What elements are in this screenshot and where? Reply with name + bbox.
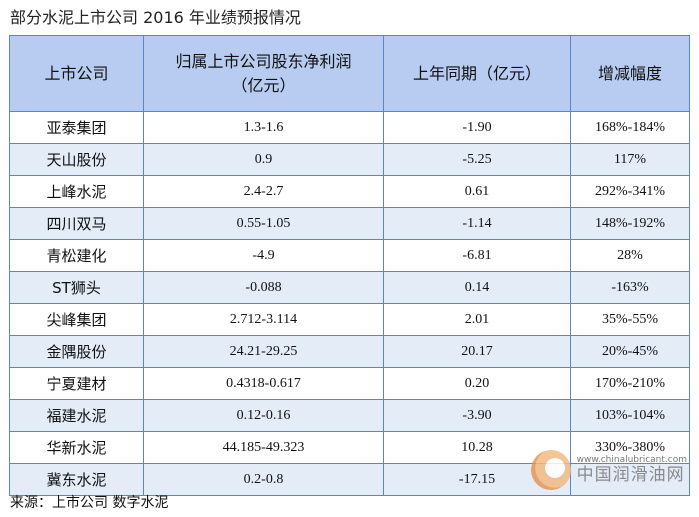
prior-year-cell: 20.17 xyxy=(383,335,571,368)
watermark: www.chinalubricant.com 中国润滑油网 xyxy=(530,450,687,490)
change-range-cell: 28% xyxy=(570,239,690,272)
column-header-net-profit: 归属上市公司股东净利润（亿元） xyxy=(143,35,384,112)
net-profit-cell: 0.2-0.8 xyxy=(143,463,384,496)
table-row: 青松建化 -4.9 -6.81 28% xyxy=(9,239,690,272)
company-name-cell: 亚泰集团 xyxy=(9,111,144,144)
table-row: 金隅股份 24.21-29.25 20.17 20%-45% xyxy=(9,335,690,368)
change-range-cell: -163% xyxy=(570,271,690,304)
net-profit-cell: 0.55-1.05 xyxy=(143,207,384,240)
change-range-cell: 103%-104% xyxy=(570,399,690,432)
net-profit-cell: 1.3-1.6 xyxy=(143,111,384,144)
net-profit-cell: 0.9 xyxy=(143,143,384,176)
earnings-forecast-table: 上市公司 归属上市公司股东净利润（亿元） 上年同期（亿元） 增减幅度 亚泰集团 1… xyxy=(9,35,690,496)
table-row: 四川双马 0.55-1.05 -1.14 148%-192% xyxy=(9,207,690,240)
page-title: 部分水泥上市公司 2016 年业绩预报情况 xyxy=(10,8,301,27)
table-row: 福建水泥 0.12-0.16 -3.90 103%-104% xyxy=(9,399,690,432)
prior-year-cell: 2.01 xyxy=(383,303,571,336)
table-row: 上峰水泥 2.4-2.7 0.61 292%-341% xyxy=(9,175,690,208)
net-profit-cell: 0.12-0.16 xyxy=(143,399,384,432)
company-name-cell: 四川双马 xyxy=(9,207,144,240)
company-name-cell: 福建水泥 xyxy=(9,399,144,432)
change-range-cell: 20%-45% xyxy=(570,335,690,368)
change-range-cell: 35%-55% xyxy=(570,303,690,336)
prior-year-cell: -3.90 xyxy=(383,399,571,432)
table-row: 宁夏建材 0.4318-0.617 0.20 170%-210% xyxy=(9,367,690,400)
table-header-row: 上市公司 归属上市公司股东净利润（亿元） 上年同期（亿元） 增减幅度 xyxy=(9,35,690,112)
change-range-cell: 148%-192% xyxy=(570,207,690,240)
column-header-prior-year: 上年同期（亿元） xyxy=(383,35,571,112)
net-profit-header-text: 归属上市公司股东净利润（亿元） xyxy=(175,51,352,95)
net-profit-cell: 0.4318-0.617 xyxy=(143,367,384,400)
table-row: 天山股份 0.9 -5.25 117% xyxy=(9,143,690,176)
prior-year-cell: 0.14 xyxy=(383,271,571,304)
prior-year-cell: -5.25 xyxy=(383,143,571,176)
company-name-cell: ST狮头 xyxy=(9,271,144,304)
prior-year-cell: 0.20 xyxy=(383,367,571,400)
company-name-cell: 华新水泥 xyxy=(9,431,144,464)
change-range-cell: 117% xyxy=(570,143,690,176)
company-name-cell: 冀东水泥 xyxy=(9,463,144,496)
net-profit-cell: -0.088 xyxy=(143,271,384,304)
net-profit-cell: 2.4-2.7 xyxy=(143,175,384,208)
table-row: 亚泰集团 1.3-1.6 -1.90 168%-184% xyxy=(9,111,690,144)
column-header-company: 上市公司 xyxy=(9,35,144,112)
table-row: ST狮头 -0.088 0.14 -163% xyxy=(9,271,690,304)
prior-year-cell: -6.81 xyxy=(383,239,571,272)
watermark-name: 中国润滑油网 xyxy=(576,464,685,485)
table-body: 亚泰集团 1.3-1.6 -1.90 168%-184% 天山股份 0.9 -5.25 117… xyxy=(9,111,690,496)
change-range-cell: 170%-210% xyxy=(570,367,690,400)
column-header-change: 增减幅度 xyxy=(570,35,690,112)
net-profit-cell: 44.185-49.323 xyxy=(143,431,384,464)
change-range-cell: 292%-341% xyxy=(570,175,690,208)
company-name-cell: 天山股份 xyxy=(9,143,144,176)
change-range-cell xyxy=(570,463,690,496)
watermark-url: www.chinalubricant.com xyxy=(576,454,687,465)
change-range-cell: 168%-184% xyxy=(570,111,690,144)
company-name-cell: 青松建化 xyxy=(9,239,144,272)
source-note: 来源：上市公司 数字水泥 xyxy=(10,495,169,511)
company-name-cell: 上峰水泥 xyxy=(9,175,144,208)
prior-year-cell: -1.90 xyxy=(383,111,571,144)
net-profit-cell: 2.712-3.114 xyxy=(143,303,384,336)
net-profit-cell: -4.9 xyxy=(143,239,384,272)
prior-year-cell: -1.14 xyxy=(383,207,571,240)
prior-year-cell: 0.61 xyxy=(383,175,571,208)
net-profit-cell: 24.21-29.25 xyxy=(143,335,384,368)
table-row: 华新水泥 44.185-49.323 10.28 330%-380% xyxy=(9,431,690,464)
company-name-cell: 金隅股份 xyxy=(9,335,144,368)
company-name-cell: 尖峰集团 xyxy=(9,303,144,336)
watermark-text: www.chinalubricant.com 中国润滑油网 xyxy=(576,454,687,485)
company-name-cell: 宁夏建材 xyxy=(9,367,144,400)
lubricant-logo-icon xyxy=(530,450,571,490)
table-row: 尖峰集团 2.712-3.114 2.01 35%-55% xyxy=(9,303,690,336)
change-range-cell: 330%-380% xyxy=(570,431,690,464)
